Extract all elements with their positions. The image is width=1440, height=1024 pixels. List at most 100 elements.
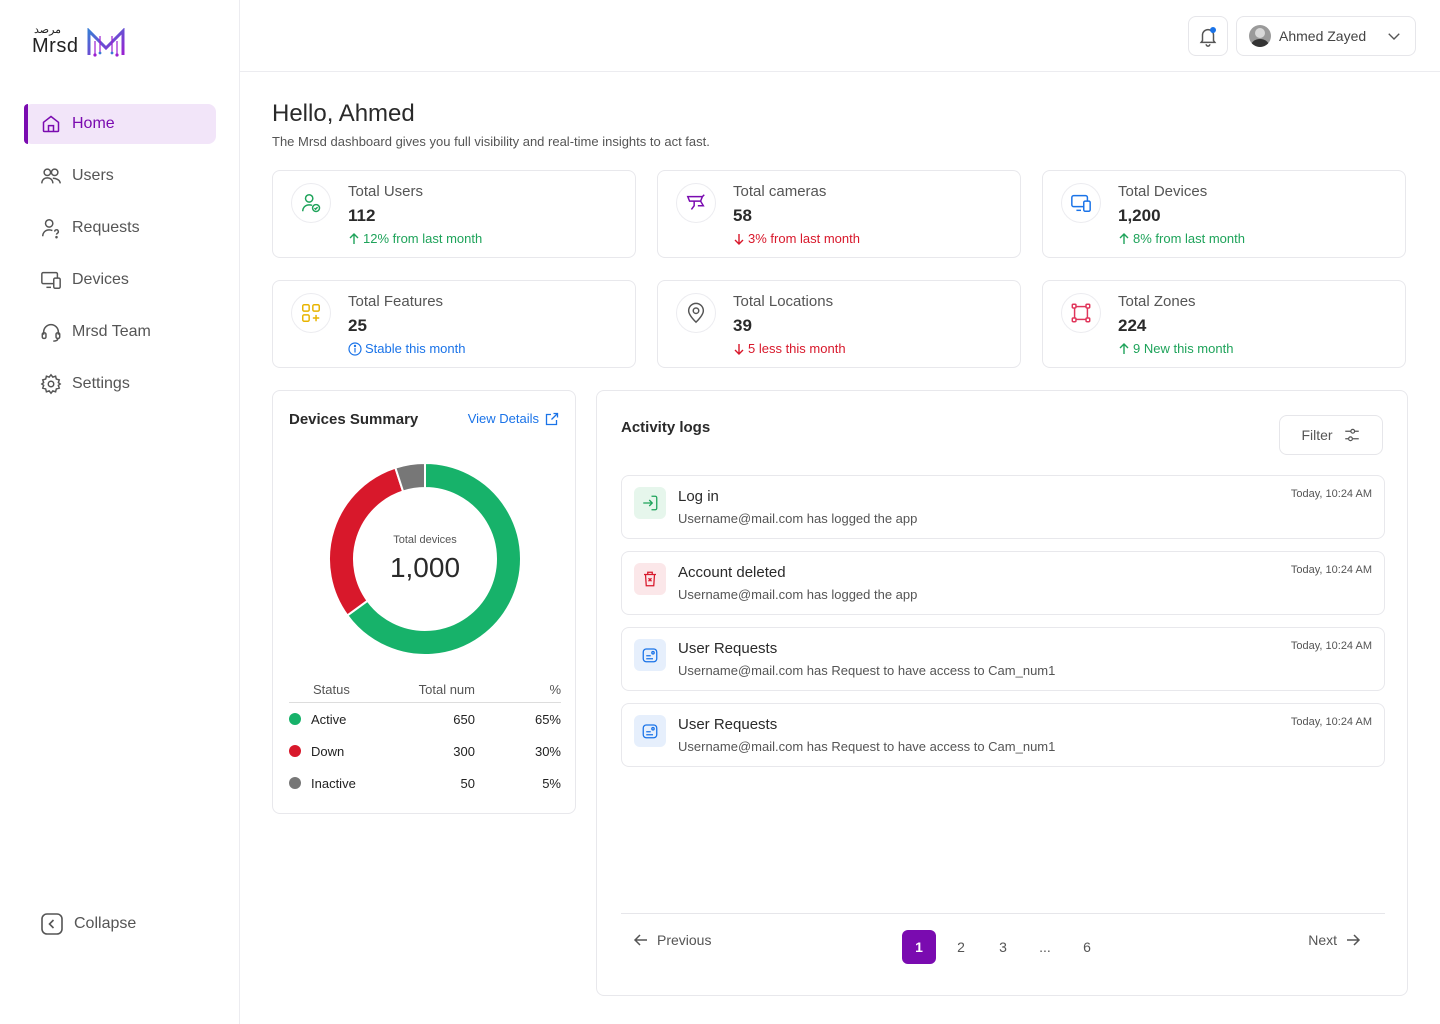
next-button[interactable]: Next (1308, 932, 1361, 948)
status-cell: Active (289, 712, 399, 727)
status-dot-down (289, 745, 301, 757)
log-description: Username@mail.com has Request to have ac… (678, 739, 1056, 754)
user-menu[interactable]: Ahmed Zayed (1236, 16, 1416, 56)
stat-title: Total Devices (1118, 183, 1208, 200)
arrow-down-icon (734, 233, 744, 245)
sidebar-item-devices[interactable]: Devices (24, 260, 216, 300)
total-cell: 650 (453, 711, 475, 727)
previous-button[interactable]: Previous (633, 932, 711, 948)
login-icon (634, 487, 666, 519)
page-6-button[interactable]: 6 (1083, 939, 1091, 955)
collapse-icon (41, 913, 63, 935)
features-grid-icon (291, 293, 331, 333)
page-subtitle: The Mrsd dashboard gives you full visibi… (272, 134, 710, 149)
arrow-up-icon (1119, 342, 1129, 354)
activity-log-item[interactable]: Log in Username@mail.com has logged the … (621, 475, 1385, 539)
logo-m-icon (87, 28, 125, 57)
arrow-down-icon (734, 343, 744, 355)
sidebar-item-settings[interactable]: Settings (24, 364, 216, 404)
activity-log-item[interactable]: Account deleted Username@mail.com has lo… (621, 551, 1385, 615)
stat-trend: 3% from last month (733, 231, 860, 246)
percent-cell: 5% (542, 775, 561, 791)
arrow-right-icon (1347, 934, 1361, 946)
activity-logs-card: Activity logs Filter Log in Username@mai… (596, 390, 1408, 996)
request-icon (634, 715, 666, 747)
stat-trend: Stable this month (348, 341, 465, 356)
donut-center-value: 1,000 (389, 552, 461, 583)
table-row: Down 300 30% (289, 735, 561, 767)
donut-slice-active (345, 463, 521, 655)
table-row: Active 650 65% (289, 703, 561, 735)
sidebar-item-mrsd-team[interactable]: Mrsd Team (24, 312, 216, 352)
sidebar-item-label: Home (72, 115, 115, 132)
arrow-left-icon (633, 934, 647, 946)
log-title: Account deleted (678, 564, 786, 581)
stat-title: Total Features (348, 293, 444, 310)
stat-title: Total Locations (733, 293, 834, 310)
stat-trend-text: 9 New this month (1133, 341, 1234, 356)
page-1-button[interactable]: 1 (902, 930, 936, 964)
sidebar-item-label: Users (72, 167, 114, 184)
filter-button[interactable]: Filter (1279, 415, 1383, 455)
previous-label: Previous (657, 932, 712, 948)
zone-icon (1061, 293, 1101, 333)
stat-value: 112 (348, 206, 376, 225)
stat-trend: 8% from last month (1118, 231, 1245, 246)
stat-title: Total Zones (1118, 293, 1196, 310)
user-name: Ahmed Zayed (1279, 28, 1367, 44)
sidebar-item-label: Devices (72, 271, 129, 288)
log-title: User Requests (678, 716, 778, 733)
total-cell: 50 (460, 775, 475, 791)
table-header: Status Total num % (289, 677, 561, 703)
collapse-label: Collapse (74, 915, 137, 932)
filter-label: Filter (1301, 427, 1333, 443)
info-icon (348, 341, 362, 356)
donut-slice-inactive (394, 463, 426, 493)
gear-icon (40, 373, 62, 395)
page-3-button[interactable]: 3 (999, 939, 1007, 955)
location-pin-icon (676, 293, 716, 333)
chevron-down-icon (1388, 33, 1400, 40)
arrow-up-icon (349, 232, 359, 244)
notification-button[interactable] (1188, 16, 1228, 56)
mrsd-logo[interactable]: مرصد Mrsd (32, 24, 126, 58)
sidebar-item-label: Settings (72, 375, 130, 392)
log-title: Log in (678, 488, 719, 505)
status-cell: Inactive (289, 776, 399, 791)
stat-trend-text: 5 less this month (748, 341, 846, 356)
stat-trend-text: 8% from last month (1133, 231, 1245, 246)
sidebar-item-home[interactable]: Home (24, 104, 216, 144)
stat-trend-text: Stable this month (365, 341, 466, 356)
headset-icon (40, 321, 62, 343)
home-icon (40, 113, 62, 135)
status-dot-inactive (289, 777, 301, 789)
activity-logs-title: Activity logs (621, 419, 711, 436)
user-check-icon (291, 183, 331, 223)
column-status: Status (313, 682, 350, 697)
trash-icon (634, 563, 666, 595)
arrow-up-icon (1119, 232, 1129, 244)
stat-trend-text: 12% from last month (363, 231, 483, 246)
log-time: Today, 10:24 AM (1290, 640, 1372, 652)
devices-summary-card: Devices Summary View Details Total devic… (272, 390, 576, 814)
page-2-button[interactable]: 2 (957, 939, 965, 955)
requests-icon (40, 217, 62, 239)
devices-icon (40, 269, 62, 291)
view-details-label: View Details (467, 411, 539, 426)
stat-value: 25 (348, 316, 367, 335)
log-description: Username@mail.com has logged the app (678, 511, 918, 526)
devices-donut-chart (329, 463, 521, 655)
log-title: User Requests (678, 640, 778, 657)
next-label: Next (1308, 932, 1337, 948)
status-cell: Down (289, 744, 399, 759)
sidebar-item-label: Mrsd Team (72, 323, 151, 340)
sidebar-item-requests[interactable]: Requests (24, 208, 216, 248)
status-label: Down (311, 743, 345, 759)
activity-log-item[interactable]: User Requests Username@mail.com has Requ… (621, 703, 1385, 767)
collapse-button[interactable]: Collapse (40, 912, 136, 936)
status-dot-active (289, 713, 301, 725)
activity-log-item[interactable]: User Requests Username@mail.com has Requ… (621, 627, 1385, 691)
view-details-link[interactable]: View Details (468, 411, 559, 426)
sidebar-item-users[interactable]: Users (24, 156, 216, 196)
total-cell: 300 (453, 743, 475, 759)
